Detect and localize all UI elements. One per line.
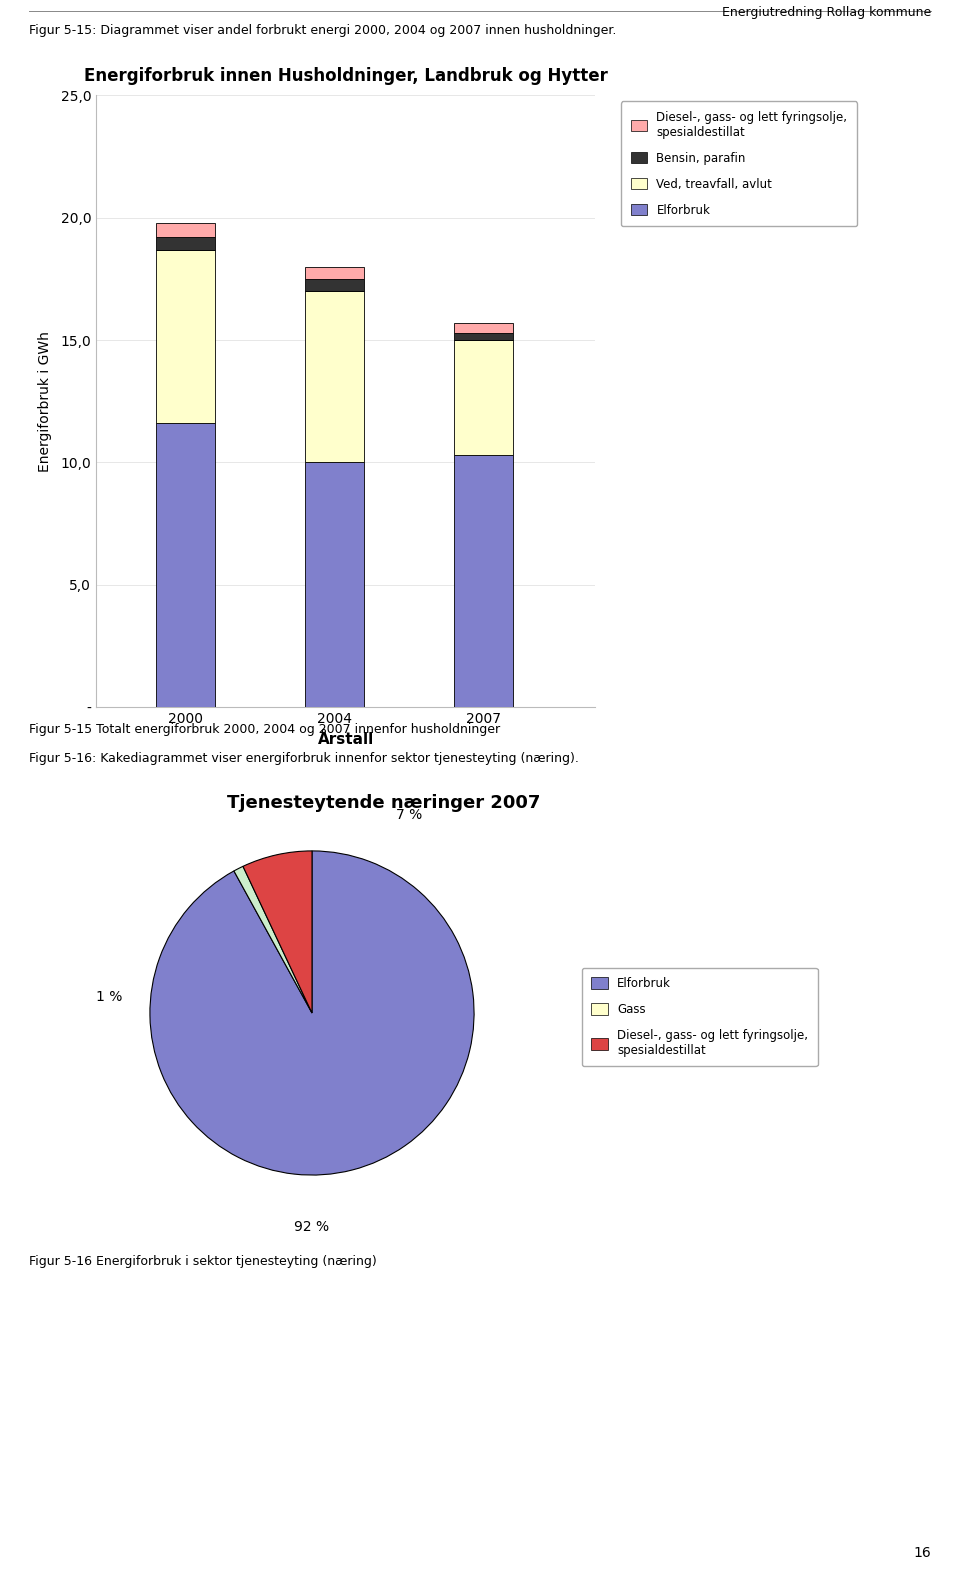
Text: Figur 5-16 Energiforbruk i sektor tjenesteyting (næring): Figur 5-16 Energiforbruk i sektor tjenes… [29,1255,376,1268]
Bar [156,249,215,423]
X-axis label: Årstall: Årstall [318,731,373,747]
Wedge shape [150,852,474,1174]
Text: 92 %: 92 % [295,1220,329,1235]
Text: 16: 16 [914,1546,931,1560]
Legend: Diesel-, gass- og lett fyringsolje,
spesialdestillat, Bensin, parafin, Ved, trea: Diesel-, gass- og lett fyringsolje, spes… [621,102,857,226]
Text: 7 %: 7 % [396,809,422,822]
Text: Energiutredning Rollag kommune: Energiutredning Rollag kommune [722,5,931,19]
Text: Figur 5-16: Kakediagrammet viser energiforbruk innenfor sektor tjenesteyting (næ: Figur 5-16: Kakediagrammet viser energif… [29,752,579,764]
Wedge shape [243,852,312,1014]
Bar [156,222,215,237]
Bar [304,462,364,707]
Legend: Elforbruk, Gass, Diesel-, gass- og lett fyringsolje,
spesialdestillat: Elforbruk, Gass, Diesel-, gass- og lett … [582,968,818,1066]
Bar [454,332,514,340]
Bar [304,291,364,462]
Text: 1 %: 1 % [96,990,123,1004]
Wedge shape [234,866,312,1014]
Text: Figur 5-15: Diagrammet viser andel forbrukt energi 2000, 2004 og 2007 innen hush: Figur 5-15: Diagrammet viser andel forbr… [29,24,616,37]
Bar [156,423,215,707]
Bar [454,340,514,454]
Bar [304,267,364,278]
Text: Tjenesteytende næringer 2007: Tjenesteytende næringer 2007 [228,794,540,812]
Title: Energiforbruk innen Husholdninger, Landbruk og Hytter: Energiforbruk innen Husholdninger, Landb… [84,67,608,86]
Bar [454,454,514,707]
Y-axis label: Energiforbruk i GWh: Energiforbruk i GWh [38,331,52,472]
Text: Figur 5-15 Totalt energiforbruk 2000, 2004 og 2007 innenfor husholdninger: Figur 5-15 Totalt energiforbruk 2000, 20… [29,723,500,736]
Bar [156,237,215,249]
Bar [454,323,514,332]
Bar [304,278,364,291]
